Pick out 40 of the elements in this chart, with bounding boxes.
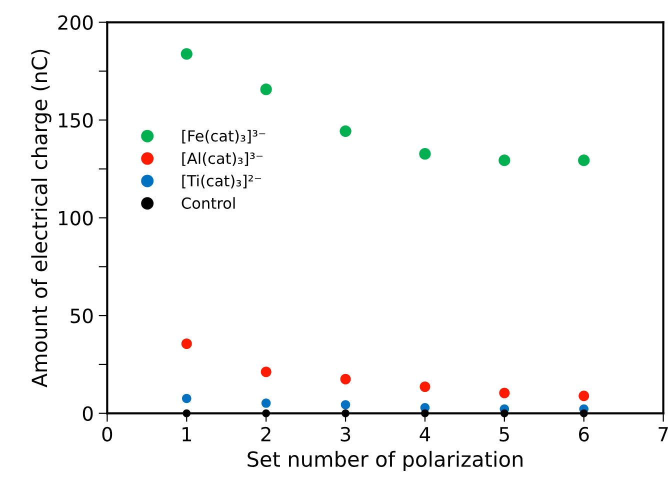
point [420,381,430,392]
y-tick-label: 100 [59,210,93,226]
point [578,154,590,166]
point [498,154,510,166]
legend-label: [Ti(cat)₃]²⁻ [182,174,261,188]
point [580,409,588,418]
point [182,394,192,404]
y-tick-label: 200 [58,15,93,30]
x-tick-label: 2 [261,426,270,442]
legend-label: Control [182,197,235,209]
point [260,366,272,378]
legend-label: [Al(cat)₃]³⁻ [182,152,263,166]
point [578,390,590,402]
point [181,338,192,349]
point [340,125,352,137]
point [180,48,192,60]
x-axis-title: Set number of polarization [248,450,522,472]
y-tick-label: 50 [70,308,93,324]
point [262,409,270,418]
point [419,148,431,160]
legend-label: [Fe(cat)₃]³⁻ [182,130,266,144]
x-tick-label: 5 [500,427,509,442]
y-tick-label: 0 [82,406,93,421]
x-tick-label: 0 [102,426,112,442]
point [260,84,272,96]
point [500,409,508,418]
x-tick-label: 4 [420,427,430,442]
y-axis-title: Amount of electrical charge (nC) [31,50,52,388]
point [261,398,271,408]
point [340,400,350,410]
point [182,409,191,418]
point [342,409,350,418]
x-tick-label: 1 [182,427,192,442]
point [340,374,351,384]
point [499,388,510,398]
x-tick-label: 6 [579,426,589,442]
y-tick-label: 150 [59,112,93,128]
x-tick-label: 7 [658,427,668,442]
point [421,409,429,418]
x-tick-label: 3 [340,426,350,442]
